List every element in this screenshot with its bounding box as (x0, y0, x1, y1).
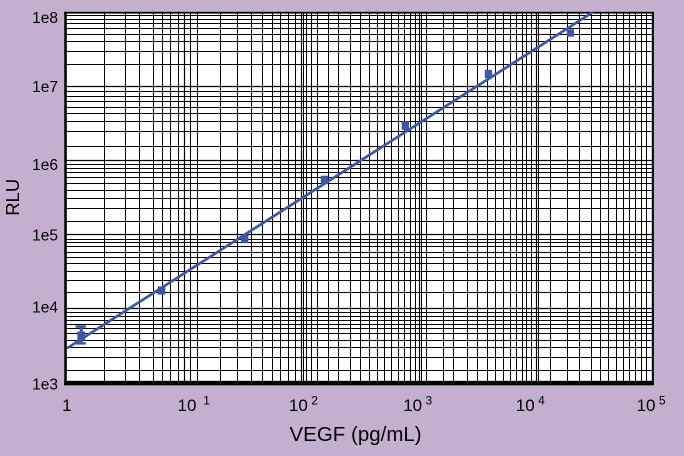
svg-text:10 5: 10 5 (637, 394, 666, 415)
svg-text:1e5: 1e5 (32, 227, 58, 244)
svg-text:RLU: RLU (2, 179, 23, 216)
svg-text:1e7: 1e7 (32, 79, 58, 96)
svg-text:VEGF (pg/mL): VEGF (pg/mL) (290, 423, 422, 446)
svg-text:1e3: 1e3 (32, 376, 58, 393)
svg-text:10 4: 10 4 (516, 394, 545, 415)
svg-text:10 3: 10 3 (403, 394, 432, 415)
svg-text:10 1: 10 1 (178, 394, 211, 415)
svg-text:1e6: 1e6 (32, 157, 58, 174)
svg-text:1: 1 (62, 396, 71, 415)
svg-text:10 2: 10 2 (289, 394, 318, 415)
svg-text:1e4: 1e4 (32, 300, 58, 317)
svg-text:1e8: 1e8 (32, 10, 58, 27)
